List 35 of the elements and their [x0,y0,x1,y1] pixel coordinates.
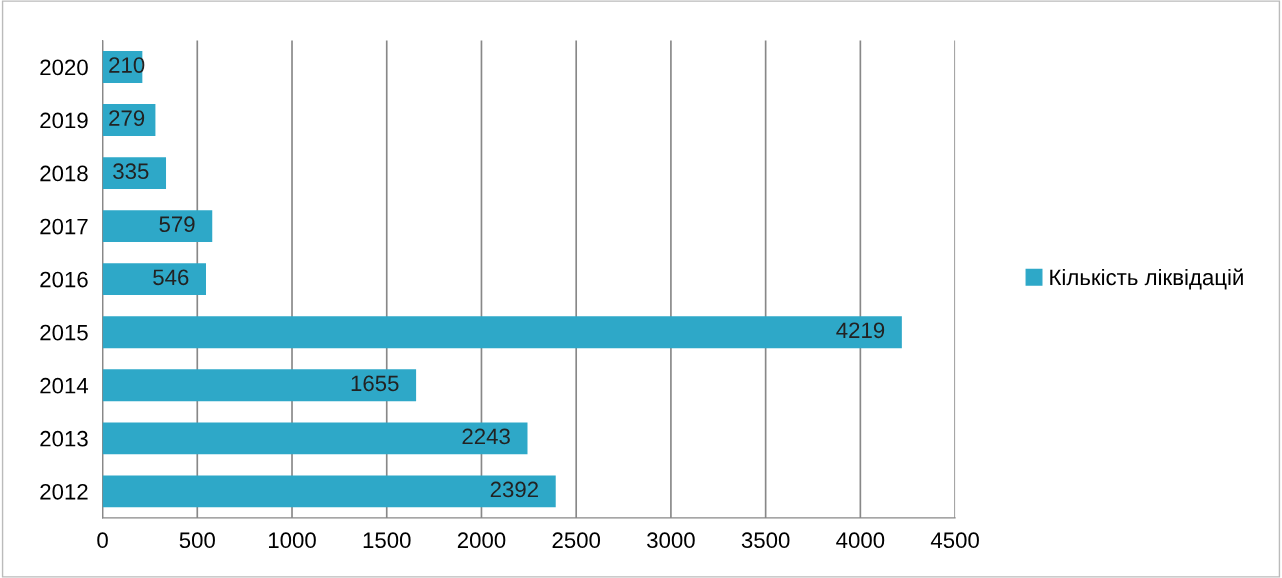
x-tick-label: 4500 [930,532,979,549]
x-tick-label: 4000 [836,532,885,549]
y-tick-label: 2017 [40,218,88,235]
data-label: 335 [113,163,149,180]
data-label: 546 [153,269,189,286]
bar [102,422,528,455]
bar [102,157,167,189]
x-tick-label: 1000 [268,532,316,549]
data-label: 2392 [490,481,538,498]
data-label: 4219 [836,322,885,339]
y-tick-label: 2014 [40,377,89,394]
x-tick-label: 2000 [457,532,506,549]
x-tick-label: 3000 [647,532,695,549]
bar [102,263,206,296]
y-tick-label: 2016 [40,271,88,288]
y-tick-label: 2013 [40,430,88,447]
data-label: 279 [109,110,145,126]
y-tick-label: 2020 [40,59,88,76]
bar [102,475,556,508]
y-tick-label: 2019 [40,112,88,129]
bar [102,210,213,243]
data-label: 2243 [462,428,510,445]
x-tick-label: 0 [97,532,108,549]
legend-label: Кількість ліквідацій [1050,268,1243,290]
y-tick-label: 2012 [40,483,88,500]
y-tick-label: 2015 [40,324,88,341]
bar [102,316,902,349]
data-label: 579 [159,216,195,233]
x-tick-label: 500 [179,532,215,549]
x-tick-label: 1500 [363,532,411,549]
x-tick-label: 2500 [552,532,601,549]
x-tick-label: 3500 [741,532,790,549]
y-tick-label: 2018 [40,165,88,182]
bar [102,369,417,402]
data-label: 1655 [351,375,399,392]
